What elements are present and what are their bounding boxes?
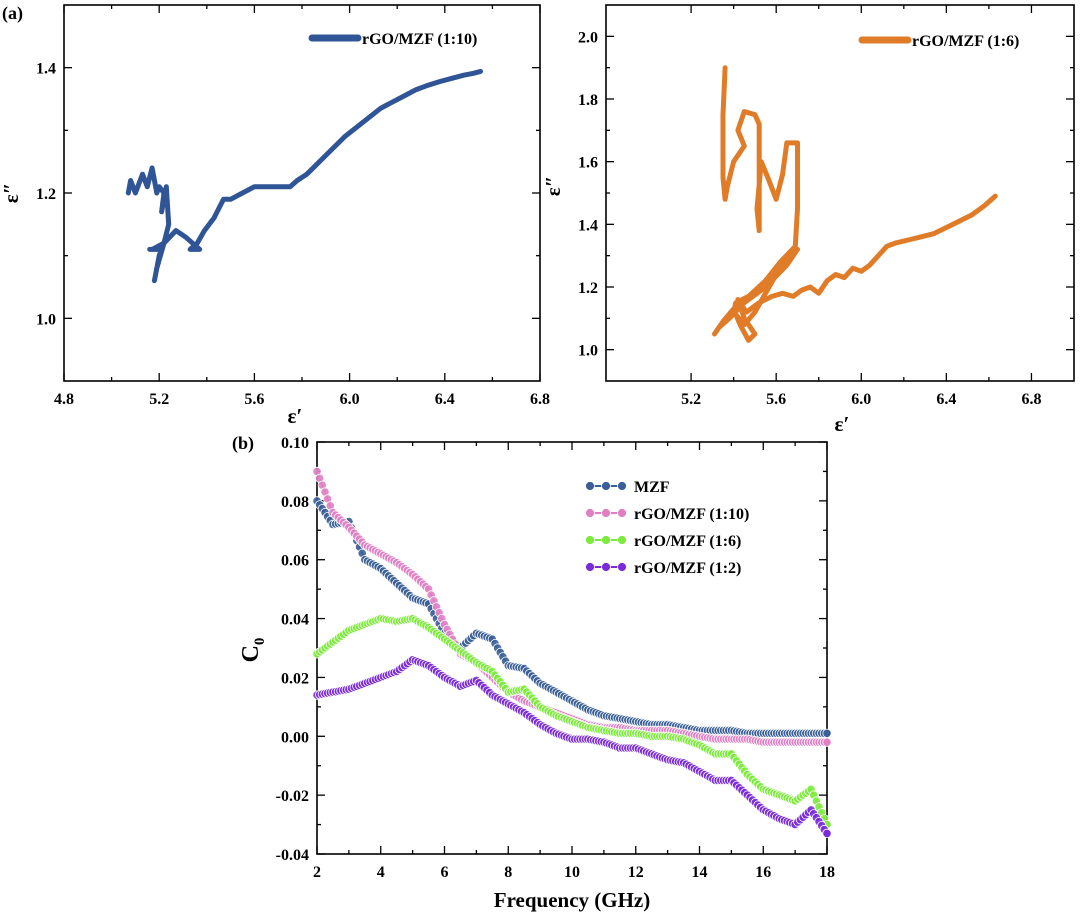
- y-axis-title-subscript: 0: [252, 638, 268, 646]
- svg-text:C0: C0: [238, 638, 268, 663]
- y-tick-label: 0.06: [281, 553, 309, 570]
- series-line: [712, 65, 998, 343]
- legend-marker: [585, 562, 595, 572]
- x-tick-label: 4: [377, 864, 385, 881]
- legend-label: MZF: [634, 479, 670, 496]
- x-tick-label: 5.6: [766, 391, 786, 408]
- x-tick-label: 16: [755, 864, 771, 881]
- legend-marker: [617, 535, 627, 545]
- y-tick-label: 2.0: [578, 29, 598, 46]
- tick-group: 5.2 5.6 6.0 6.4 6.8 1.0 1.2 1.4 1.6 1.8 2.0: [578, 5, 1074, 408]
- x-tick-label: 6.8: [1021, 391, 1041, 408]
- legend-label: rGO/MZF (1:2): [634, 560, 741, 577]
- legend-label: rGO/MZF (1:10): [362, 31, 477, 48]
- y-tick-label: 1.2: [578, 280, 598, 297]
- x-tick-label: 8: [504, 864, 512, 881]
- legend-marker: [601, 508, 611, 518]
- x-tick-label: 6.4: [936, 391, 956, 408]
- x-tick-label: 6.0: [851, 391, 871, 408]
- x-tick-label: 6.4: [435, 391, 455, 408]
- y-tick-label: 0.02: [281, 670, 309, 687]
- legend-marker: [601, 535, 611, 545]
- y-tick-label: 0.10: [281, 435, 309, 452]
- legend-marker: [617, 481, 627, 491]
- x-tick-label: 14: [692, 864, 708, 881]
- legend-label: rGO/MZF (1:6): [634, 533, 741, 550]
- panel-label-b: (b): [232, 433, 254, 454]
- y-tick-label: 1.0: [578, 343, 598, 360]
- y-axis-title-main: C: [238, 645, 264, 662]
- y-axis-title: ε″: [541, 176, 565, 197]
- legend: rGO/MZF (1:10): [308, 31, 477, 48]
- x-tick-label: 5.2: [149, 391, 169, 408]
- legend-marker: [601, 481, 611, 491]
- series-group: [125, 68, 483, 284]
- legend-marker: [585, 481, 595, 491]
- tick-group: 4.8 5.2 5.6 6.0 6.4 6.8 1.0 1.2 1.4: [36, 5, 550, 408]
- x-axis-title: ε′: [835, 412, 850, 436]
- legend-marker: [585, 508, 595, 518]
- plot-frame: [605, 4, 1075, 382]
- panel-label-a: (a): [2, 3, 23, 24]
- x-tick-label: 4.8: [54, 391, 74, 408]
- series-line: [125, 68, 483, 284]
- series-group: [712, 65, 998, 343]
- y-tick-label: 1.6: [578, 155, 598, 172]
- x-tick-label: 2: [313, 864, 321, 881]
- x-tick-label: 18: [819, 864, 835, 881]
- legend-marker: [601, 562, 611, 572]
- data-point: [822, 737, 832, 747]
- x-tick-label: 12: [628, 864, 644, 881]
- y-tick-label: -0.04: [276, 847, 309, 864]
- legend-marker: [617, 508, 627, 518]
- y-tick-label: 1.4: [36, 61, 56, 78]
- x-axis-title: Frequency (GHz): [494, 888, 651, 912]
- legend: MZF rGO/MZF (1:10) rGO/MZF (1:6) rGO/MZF (1…: [585, 479, 749, 577]
- chart-epsilon-rgo-mzf-1-6: 5.2 5.6 6.0 6.4 6.8 1.0 1.2 1.4 1.6 1.8 2.0 rGO/MZ…: [541, 4, 1075, 436]
- legend-marker: [585, 535, 595, 545]
- legend-label: rGO/MZF (1:6): [912, 33, 1019, 50]
- y-tick-label: -0.02: [276, 788, 309, 805]
- y-axis-title: C0: [238, 638, 268, 663]
- data-point: [822, 828, 832, 839]
- x-tick-label: 10: [564, 864, 580, 881]
- y-tick-label: 0.04: [281, 612, 309, 629]
- y-tick-label: 0.00: [281, 729, 309, 746]
- legend-label: rGO/MZF (1:10): [634, 506, 749, 523]
- tick-group: 2 4 6 8 10 12 14 16 18 -0.04 -0.02 0.00 0.02 0.04 0.06…: [276, 435, 835, 881]
- y-tick-label: 1.2: [36, 186, 56, 203]
- chart-c0-frequency: 2 4 6 8 10 12 14 16 18 -0.04 -0.02 0.00 0.02 0.04 0.06…: [238, 435, 835, 912]
- x-tick-label: 6: [441, 864, 449, 881]
- legend: rGO/MZF (1:6): [858, 33, 1019, 50]
- x-tick-label: 5.6: [244, 391, 264, 408]
- series-line: [316, 658, 828, 835]
- legend-marker: [617, 562, 627, 572]
- y-tick-label: 0.08: [281, 494, 309, 511]
- x-axis-title: ε′: [288, 404, 303, 428]
- y-tick-label: 1.8: [578, 92, 598, 109]
- chart-epsilon-rgo-mzf-1-10: 4.8 5.2 5.6 6.0 6.4 6.8 1.0 1.2 1.4 rGO/MZF (1:1…: [0, 4, 550, 428]
- y-tick-label: 1.0: [36, 311, 56, 328]
- x-tick-label: 5.2: [681, 391, 701, 408]
- series-group: [312, 466, 832, 839]
- y-tick-label: 1.4: [578, 217, 598, 234]
- x-tick-label: 6.8: [530, 391, 550, 408]
- data-point: [822, 728, 832, 738]
- y-axis-title: ε″: [0, 183, 23, 204]
- x-tick-label: 6.0: [340, 391, 360, 408]
